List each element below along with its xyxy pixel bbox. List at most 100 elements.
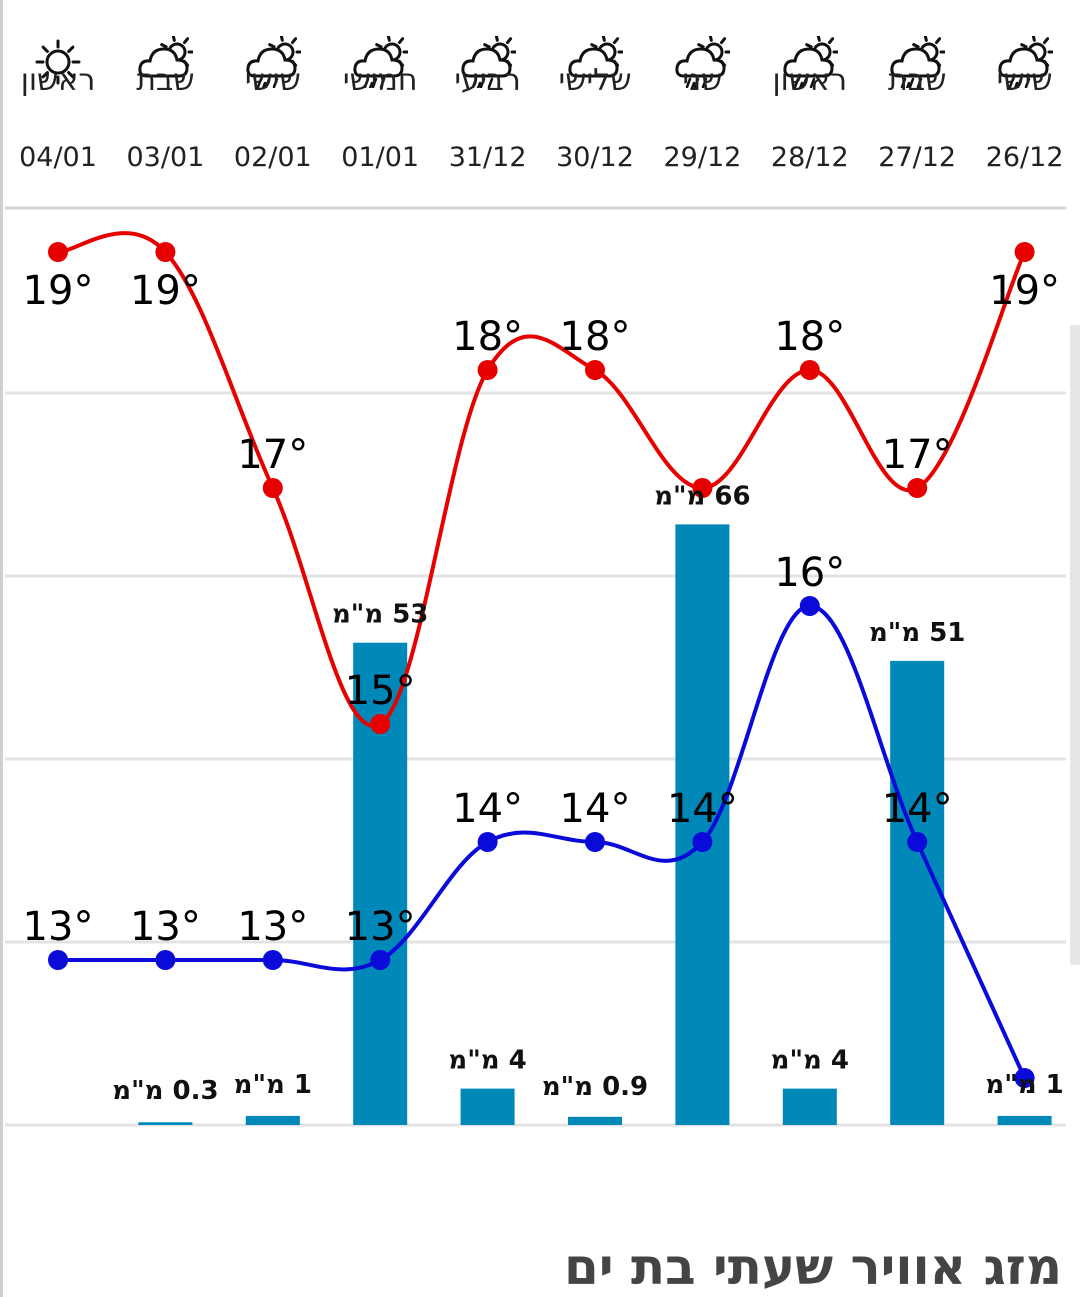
precip-bar [138,1122,193,1125]
low-temp-point [262,950,283,970]
precip-label: 0.3 מ"מ [112,1076,218,1106]
day-name: שבת [888,63,947,98]
low-temp-point [799,596,820,616]
low-temp-point [907,832,928,852]
high-temp-point [262,478,283,498]
precip-bar [997,1115,1052,1125]
day-column: שישי 02/01 [223,36,323,186]
day-date: 02/01 [233,142,312,173]
day-name: שני [682,63,723,98]
day-date: 29/12 [663,142,742,173]
high-temp-label: 18° [452,314,523,360]
day-name: חמישי [342,63,418,98]
day-column: רביעי 31/12 [438,36,538,186]
low-temp-point [155,950,176,970]
day-date: 27/12 [878,142,957,173]
low-temp-label: 13° [345,904,416,950]
day-column: שלישי 30/12 [545,36,645,186]
day-column: שבת 03/01 [115,36,215,186]
day-date: 31/12 [448,142,527,173]
high-temp-point [48,242,68,262]
day-name: ראשון [772,63,848,98]
day-name: שישי [996,63,1053,98]
precip-label: 0.9 מ"מ [542,1072,648,1102]
low-temp-point [692,832,713,852]
high-temp-line [57,231,1027,728]
low-temp-point [477,832,498,852]
cloud-rain-sun-icon [246,36,301,88]
precip-bar [782,1088,837,1125]
high-temp-label: 17° [237,432,308,478]
day-column: ראשון 28/12 [760,36,860,186]
high-temp-point [370,714,391,734]
high-temp-point [477,360,498,380]
high-temp-label: 18° [560,314,631,360]
high-temp-point [692,478,713,498]
day-name: שבת [136,63,195,98]
day-date: 03/01 [126,142,205,173]
day-date: 28/12 [770,142,849,173]
day-name: שלישי [558,63,632,98]
cloud-rain-sun-icon [675,36,731,88]
low-temp-point [370,950,391,970]
high-temp-point [799,360,820,380]
cloud-rain-sun-icon [890,36,946,88]
cloud-rain-sun-icon [783,36,838,88]
high-temp-label: 19° [989,268,1060,314]
precip-bar [568,1116,622,1125]
precip-label: 1 מ"מ [234,1070,312,1100]
low-temp-label: 13° [237,904,308,950]
low-temp-label: 14° [452,786,523,832]
precip-bar [245,1115,300,1125]
low-temp-point [585,832,605,852]
scrollbar-thumb[interactable] [1070,325,1080,965]
day-date: 30/12 [556,142,634,173]
high-temp-label: 19° [23,268,94,314]
precip-label: 4 מ"מ [771,1046,849,1076]
day-column: שישי 26/12 [975,36,1075,186]
low-temp-label: 13° [23,904,94,950]
day-name: שישי [244,63,301,98]
high-temp-label: 19° [130,268,201,314]
day-column: חמישי 01/01 [330,36,430,186]
high-temp-label: 15° [345,668,416,714]
day-date: 26/12 [985,142,1064,173]
page-title: מזג אוויר שעתי בת ים [564,1238,1062,1296]
low-temp-label: 13° [130,904,201,950]
low-temp-line [58,603,1027,1079]
low-temp-label: 14° [560,786,631,832]
day-date: 01/01 [341,142,420,173]
high-temp-point [1014,242,1035,262]
frame-border [0,0,3,1297]
partly-cloudy-icon [568,36,623,78]
precip-label: 53 מ"מ [332,600,428,630]
day-column: שבת 27/12 [867,36,967,186]
precip-label: 51 מ"מ [869,618,965,648]
day-name: רביעי [454,63,521,98]
high-temp-label: 17° [882,432,953,478]
day-name: ראשון [20,63,96,98]
cloud-rain-sun-icon [997,36,1053,88]
precip-label: 1 מ"מ [985,1070,1063,1100]
low-temp-point [1014,1068,1035,1088]
cloud-rain-sun-icon [353,36,409,88]
high-temp-point [907,478,928,498]
high-temp-point [585,360,605,380]
day-column: ראשון 04/01 [8,36,108,186]
precip-bar [460,1088,515,1125]
day-column: שני 29/12 [652,36,752,186]
low-temp-point [48,950,68,970]
precip-label: 4 מ"מ [448,1046,526,1076]
low-temp-label: 14° [667,786,738,832]
cloud-rain-sun-icon [460,36,516,88]
partly-cloudy-icon [138,36,194,78]
sun-icon [35,39,81,85]
precip-bar [890,660,945,1125]
high-temp-point [155,242,176,262]
low-temp-label: 14° [882,786,953,832]
precip-label: 66 מ"מ [654,481,750,511]
day-date: 04/01 [19,142,97,173]
low-temp-label: 16° [774,550,845,596]
